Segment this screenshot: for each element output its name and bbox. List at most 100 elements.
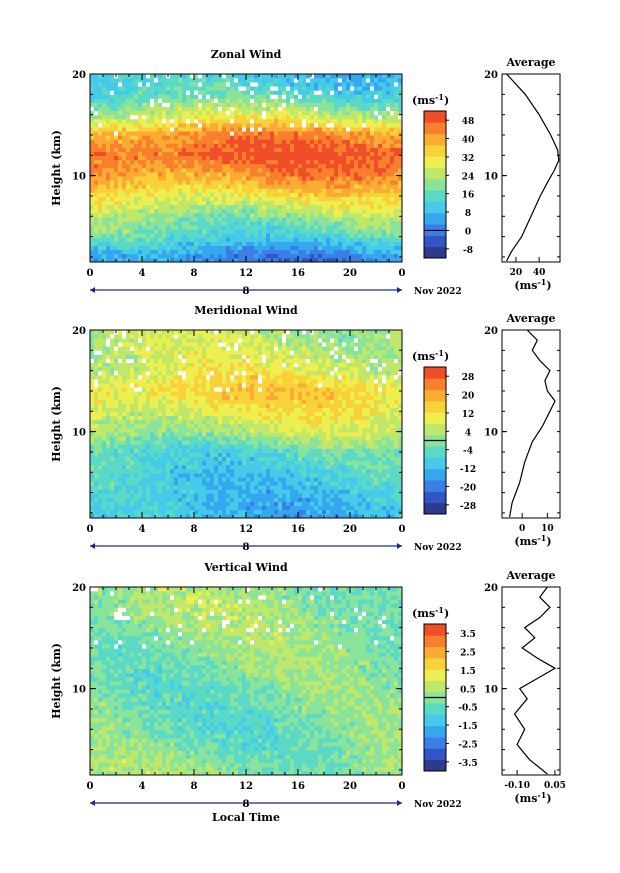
heatmap-cell	[250, 172, 255, 177]
heatmap-cell	[278, 139, 283, 144]
heatmap-cell	[306, 114, 311, 120]
heatmap-cell	[214, 253, 219, 259]
x-tick-label: 8	[191, 268, 198, 279]
heatmap-cell	[318, 155, 323, 161]
heatmap-cell	[398, 456, 403, 462]
heatmap-cell	[194, 460, 199, 466]
heatmap-cell	[118, 241, 123, 246]
heatmap-cell	[378, 172, 383, 177]
heatmap-cell	[166, 505, 171, 511]
heatmap-cell	[174, 188, 179, 193]
average-title: Average	[505, 56, 555, 69]
heatmap-cell	[390, 245, 395, 251]
heatmap-cell	[170, 172, 175, 177]
heatmap-cell	[242, 245, 247, 251]
heatmap-cell	[322, 505, 327, 511]
heatmap-cell	[394, 200, 399, 206]
heatmap-cell	[174, 86, 179, 91]
heatmap-cell	[298, 82, 303, 87]
heatmap-cell	[98, 163, 103, 169]
heatmap-cell	[246, 98, 251, 103]
heatmap-cell	[338, 118, 343, 124]
heatmap-cell	[154, 509, 159, 515]
heatmap-cell	[314, 217, 319, 222]
heatmap-cell	[138, 473, 143, 478]
heatmap-cell	[322, 237, 327, 242]
heatmap-cell	[162, 485, 167, 490]
heatmap-cell	[390, 123, 395, 128]
heatmap-cell	[366, 249, 371, 255]
heatmap-cell	[226, 257, 231, 263]
heatmap-cell	[166, 180, 171, 185]
heatmap-cell	[198, 143, 203, 148]
heatmap-cell	[330, 114, 335, 120]
heatmap-cell	[282, 456, 287, 462]
heatmap-cell	[218, 102, 223, 107]
heatmap-cell	[362, 200, 367, 206]
heatmap-cell	[242, 468, 247, 474]
heatmap-cell	[242, 143, 247, 148]
heatmap-cell	[298, 452, 303, 457]
heatmap-cell	[230, 221, 235, 226]
heatmap-cell	[390, 192, 395, 197]
heatmap-cell	[318, 172, 323, 177]
heatmap-cell	[194, 143, 199, 148]
heatmap-cell	[162, 176, 167, 181]
heatmap-cell	[358, 106, 363, 112]
heatmap-cell	[302, 241, 307, 246]
heatmap-cell	[246, 249, 251, 255]
heatmap-cell	[286, 477, 291, 482]
heatmap-cell	[346, 468, 351, 474]
heatmap-cell	[394, 497, 399, 502]
heatmap-cell	[362, 497, 367, 502]
heatmap-cell	[290, 497, 295, 502]
heatmap-cell	[286, 118, 291, 124]
heatmap-cell	[174, 249, 179, 255]
heatmap-cell	[246, 456, 251, 462]
heatmap-cell	[214, 180, 219, 185]
heatmap-cell	[222, 86, 227, 91]
heatmap-cell	[302, 180, 307, 185]
heatmap-cell	[138, 501, 143, 507]
heatmap-cell	[194, 225, 199, 230]
heatmap-cell	[198, 86, 203, 91]
heatmap-cell	[306, 123, 311, 128]
heatmap-cell	[226, 143, 231, 148]
heatmap-cell	[346, 90, 351, 95]
heatmap-cell	[290, 78, 295, 83]
heatmap-cell	[142, 489, 147, 494]
heatmap-cell	[226, 249, 231, 255]
heatmap-cell	[170, 82, 175, 87]
heatmap-cell	[234, 172, 239, 177]
heatmap-cell	[370, 98, 375, 103]
heatmap-cell	[366, 257, 371, 263]
heatmap-cell	[194, 151, 199, 157]
heatmap-cell	[254, 90, 259, 95]
heatmap-cell	[350, 151, 355, 157]
heatmap-cell	[286, 155, 291, 161]
heatmap-cell	[310, 245, 315, 251]
heatmap-cell	[210, 473, 215, 478]
heatmap-cell	[322, 452, 327, 457]
heatmap-cell	[178, 86, 183, 91]
heatmap-cell	[154, 225, 159, 230]
heatmap-cell	[270, 143, 275, 148]
heatmap-cell	[354, 110, 359, 116]
heatmap-cell	[174, 135, 179, 140]
heatmap-cell	[386, 460, 391, 466]
heatmap-cell	[374, 123, 379, 128]
heatmap-cell	[386, 114, 391, 120]
heatmap-cell	[222, 127, 227, 132]
heatmap-cell	[382, 468, 387, 474]
heatmap-cell	[166, 163, 171, 169]
heatmap-cell	[354, 172, 359, 177]
heatmap-cell	[118, 110, 123, 116]
heatmap-cell	[222, 221, 227, 226]
heatmap-cell	[158, 229, 163, 234]
heatmap-cell	[278, 135, 283, 140]
heatmap-cell	[278, 176, 283, 181]
heatmap-cell	[314, 86, 319, 91]
heatmap-cell	[354, 493, 359, 498]
heatmap-cell	[214, 163, 219, 169]
heatmap-cell	[138, 245, 143, 251]
